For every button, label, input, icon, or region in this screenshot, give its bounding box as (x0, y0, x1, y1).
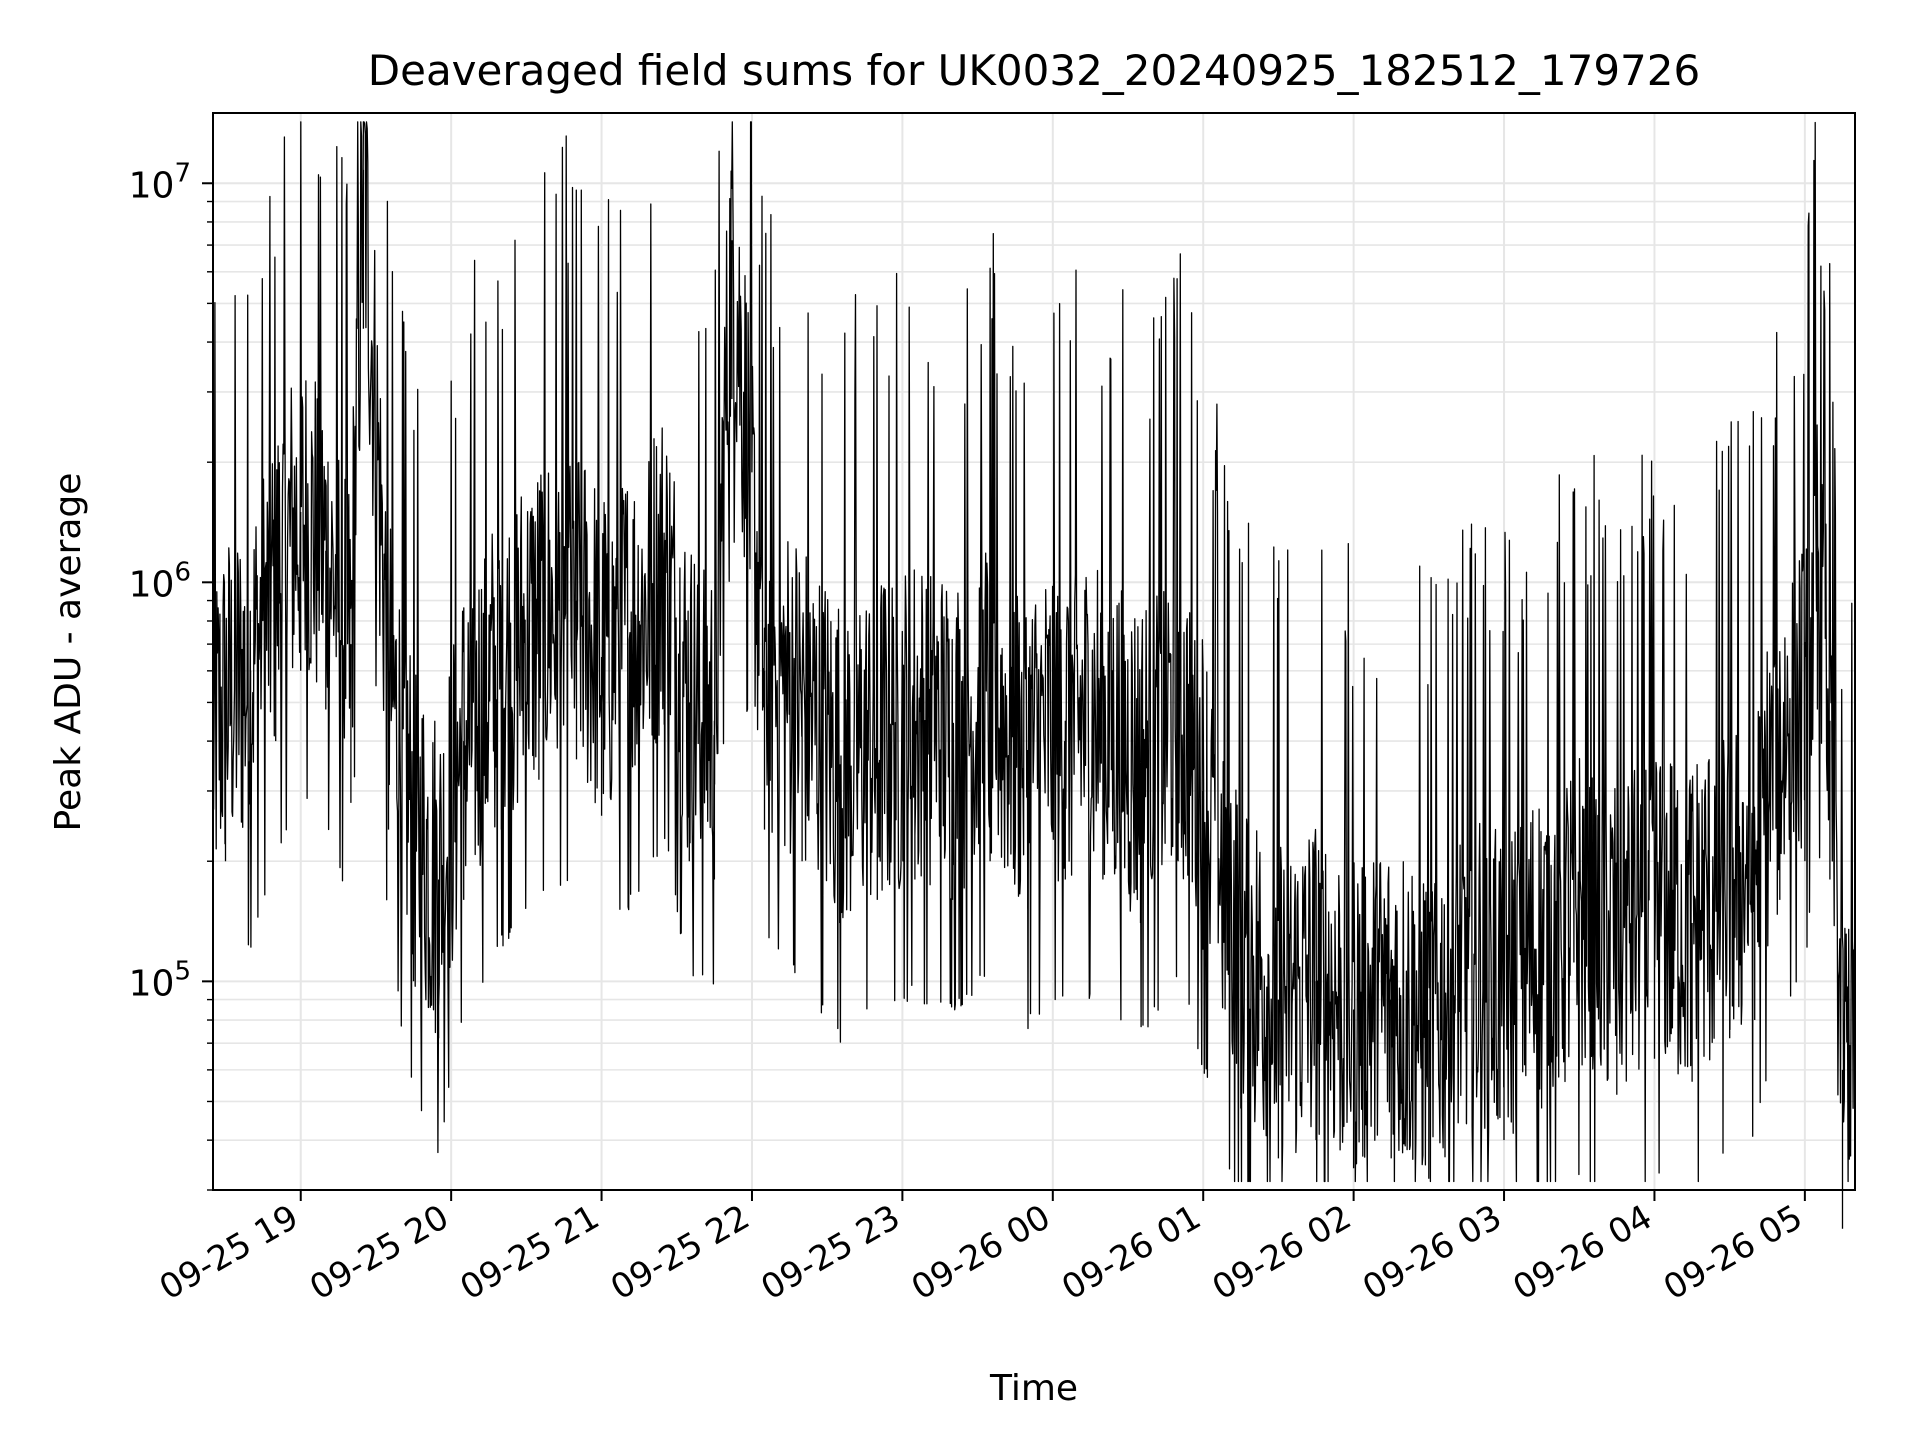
y-tick-label: 107 (129, 158, 191, 206)
y-tick-exponent: 7 (174, 158, 191, 188)
y-tick-label: 106 (129, 557, 191, 605)
plot-frame (212, 112, 1856, 1191)
y-tick-base: 10 (129, 564, 175, 605)
y-axis-label: Peak ADU - average (48, 473, 89, 832)
y-tick-base: 10 (129, 165, 175, 206)
y-tick-label: 105 (129, 956, 191, 1004)
x-axis-label: Time (989, 1368, 1078, 1409)
y-tick-base: 10 (129, 963, 175, 1004)
chart-title: Deaveraged field sums for UK0032_2024092… (368, 46, 1700, 95)
y-tick-exponent: 6 (174, 557, 191, 587)
series-line (212, 121, 1856, 1229)
y-tick-exponent: 5 (174, 956, 191, 986)
